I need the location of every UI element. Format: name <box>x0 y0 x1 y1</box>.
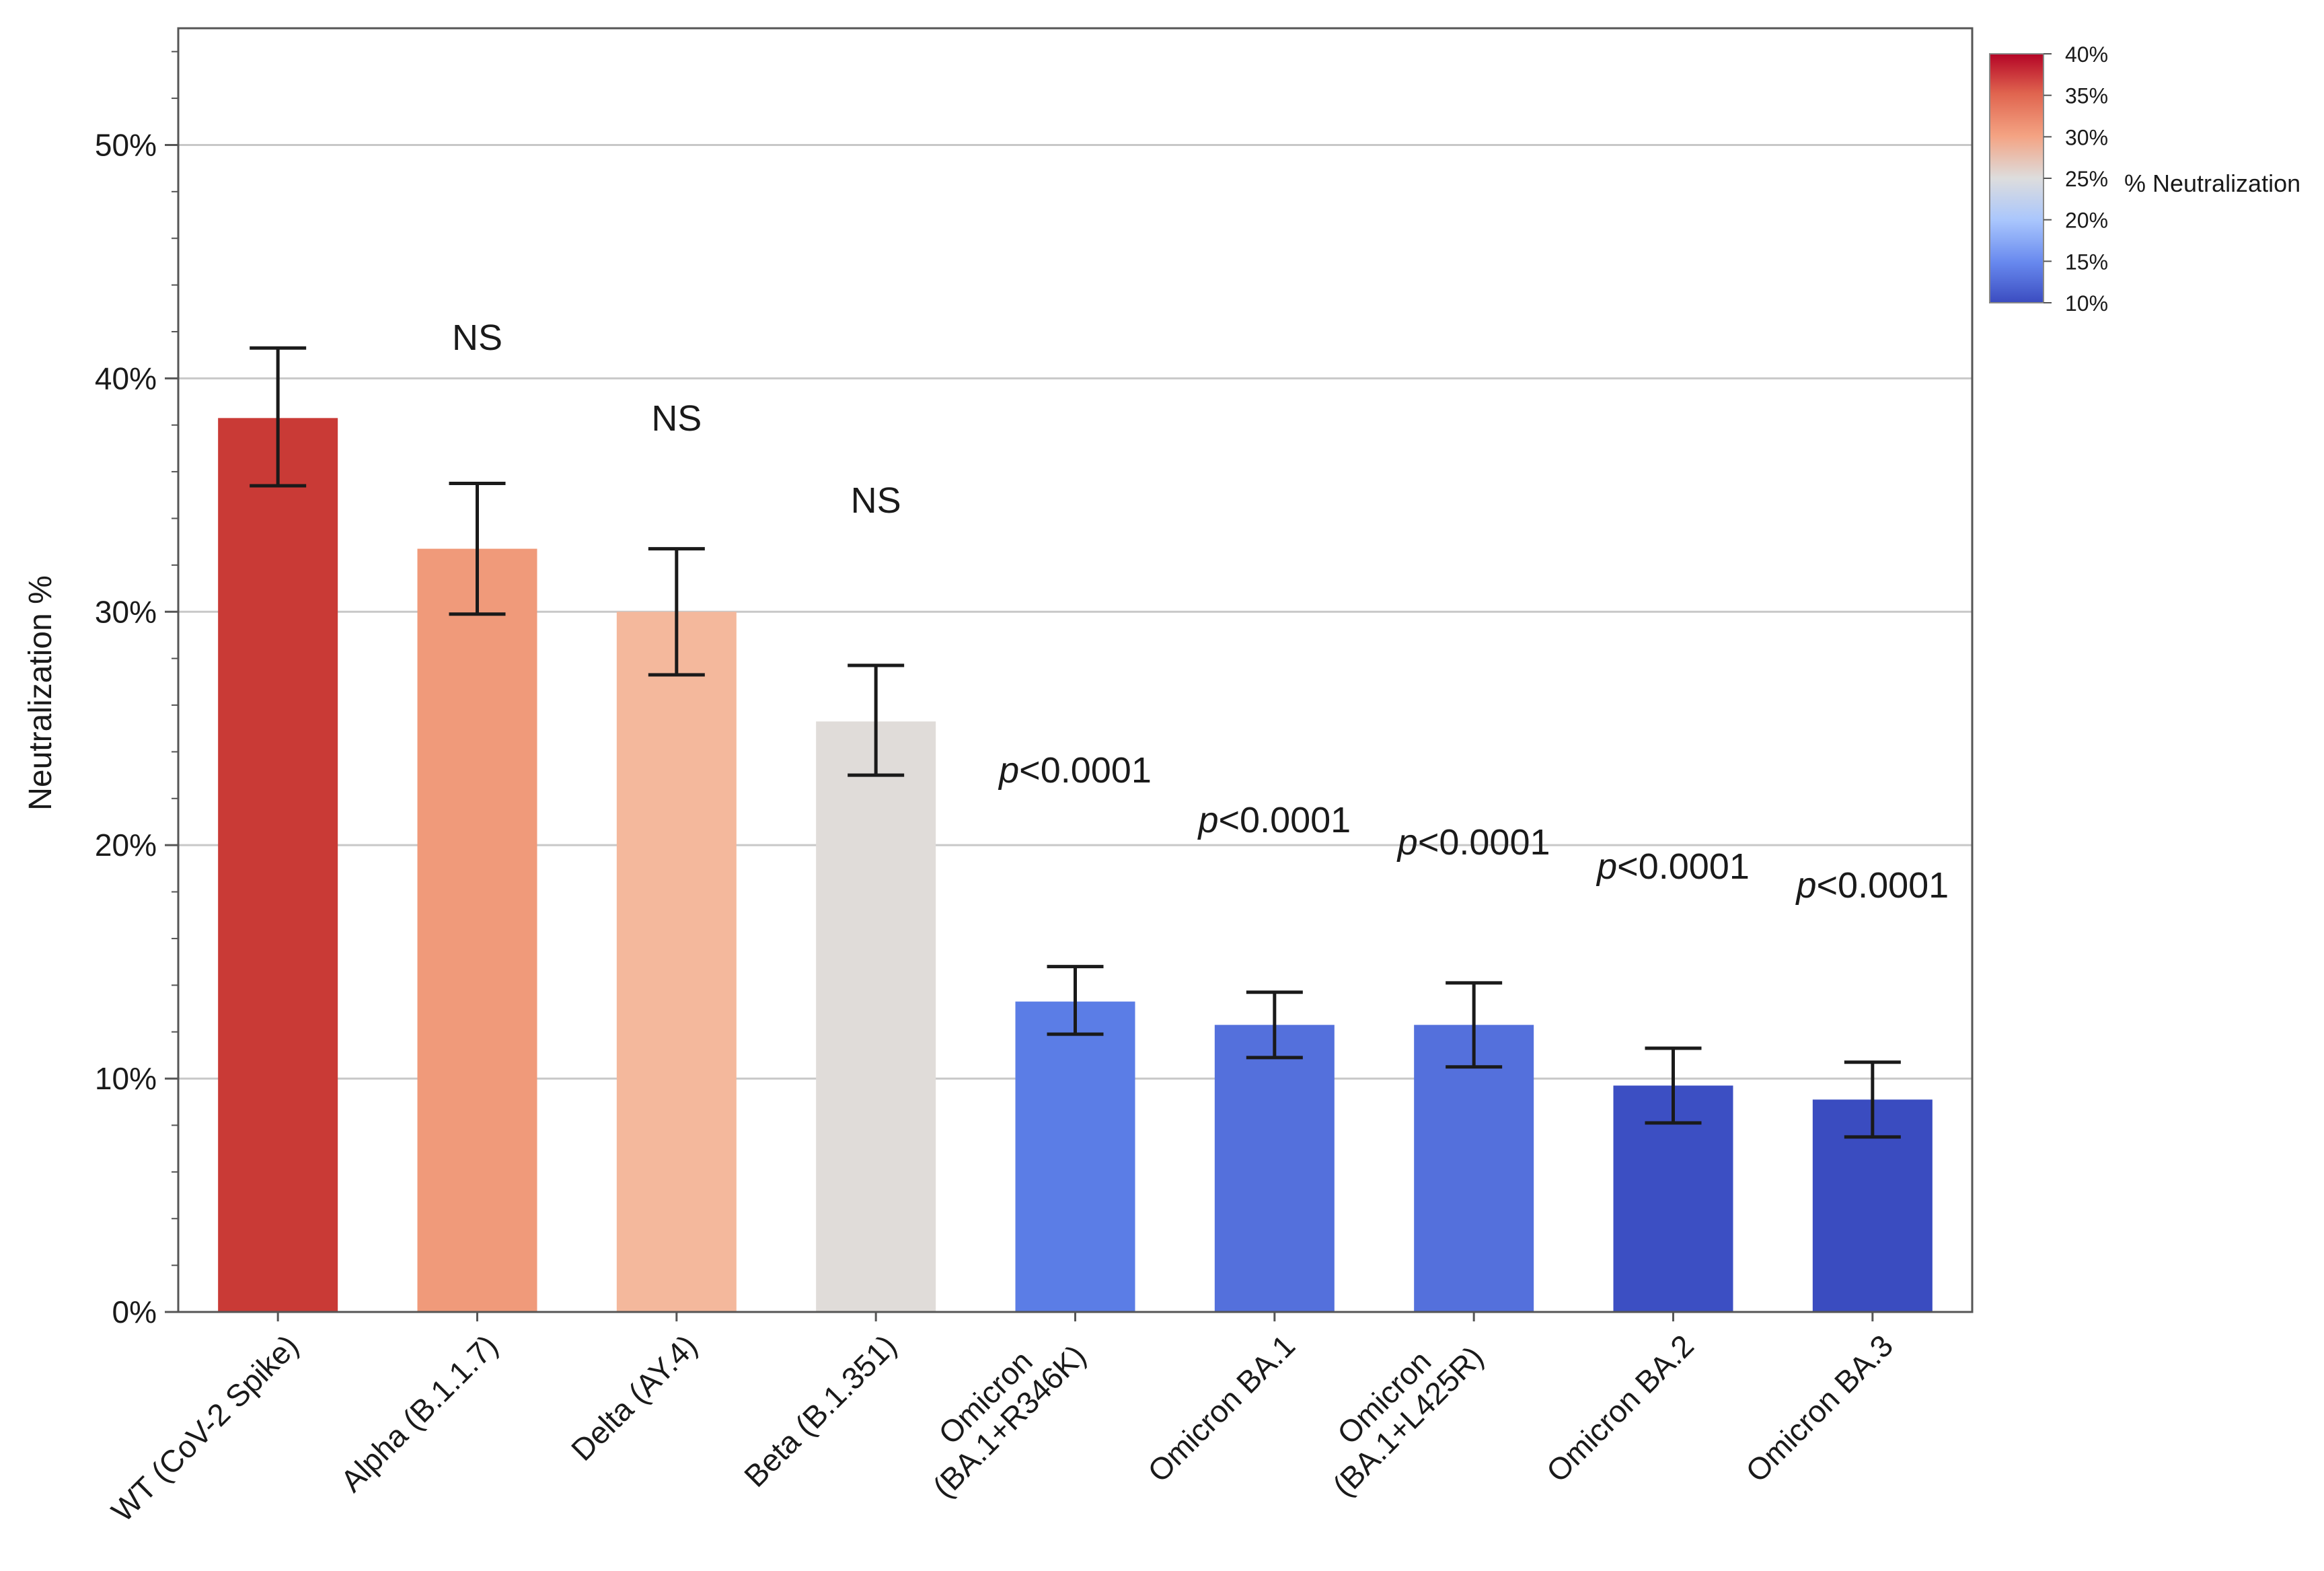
bar <box>816 721 936 1312</box>
error-bar <box>648 547 705 677</box>
x-category-label: Delta (AY.4) <box>564 1328 704 1467</box>
error-bar <box>449 481 506 616</box>
y-tick-label: 40% <box>95 361 157 396</box>
bar <box>1015 1001 1135 1312</box>
y-tick-label: 30% <box>95 594 157 629</box>
colorbar-title: % Neutralization <box>2124 170 2300 197</box>
y-tick-label: 50% <box>95 127 157 162</box>
colorbar-gradient <box>1989 53 2044 303</box>
bars <box>218 418 1933 1313</box>
x-category-label: Omicron(BA.1+L425R) <box>1302 1315 1490 1503</box>
colorbar-tick-label: 10% <box>2065 291 2108 316</box>
x-category-label: Omicron BA.1 <box>1141 1328 1302 1489</box>
significance-label: p<0.0001 <box>998 750 1152 791</box>
error-bar <box>848 663 905 777</box>
colorbar-tick-label: 40% <box>2065 42 2108 67</box>
x-category-label: WT (CoV-2 Spike) <box>104 1328 305 1529</box>
bar <box>616 612 737 1312</box>
bar <box>1214 1025 1335 1312</box>
significance-label: p<0.0001 <box>1197 800 1351 840</box>
colorbar-tick-label: 15% <box>2065 250 2108 274</box>
y-tick-label: 0% <box>112 1294 157 1329</box>
colorbar-tick-label: 30% <box>2065 125 2108 149</box>
x-category-label: Omicron(BA.1+R346K) <box>902 1314 1092 1504</box>
significance-annotations: NS NS NS p<0.0001 p<0.0001 p<0.0001 p<0.0001 p<… <box>452 318 1949 906</box>
error-bars <box>250 346 1901 1139</box>
y-tick-label: 20% <box>95 828 157 863</box>
significance-label: p<0.0001 <box>1396 822 1550 863</box>
significance-label: NS <box>651 398 702 439</box>
significance-label: p<0.0001 <box>1596 846 1750 887</box>
y-axis: 0% 10% 20% 30% 40% 50% <box>95 50 178 1329</box>
error-bar <box>1047 965 1104 1036</box>
bar <box>1414 1025 1534 1312</box>
colorbar-tick-label: 20% <box>2065 209 2108 233</box>
significance-label: NS <box>851 480 901 521</box>
colorbar-tick-label: 25% <box>2065 167 2108 191</box>
x-axis: WT (CoV-2 Spike) Alpha (B.1.1.7) Delta (AY… <box>104 1312 1900 1529</box>
bar <box>417 548 537 1312</box>
significance-label: NS <box>452 318 502 358</box>
x-category-label: Omicron BA.2 <box>1540 1328 1700 1489</box>
colorbar-ticks: 40% 35% 30% 25% 20% 15% 10% <box>2044 42 2108 316</box>
significance-label: p<0.0001 <box>1795 865 1949 906</box>
error-bar <box>1645 1046 1702 1125</box>
colorbar-tick-label: 35% <box>2065 84 2108 108</box>
error-bar <box>1446 981 1503 1069</box>
bar <box>218 418 338 1313</box>
error-bar <box>250 346 307 488</box>
x-category-label: Alpha (B.1.1.7) <box>334 1328 504 1499</box>
y-axis-title: Neutralization % <box>23 575 59 811</box>
error-bar <box>1844 1060 1901 1139</box>
x-category-label: Beta (B.1.351) <box>737 1328 903 1494</box>
error-bar <box>1246 990 1303 1060</box>
x-category-label: Omicron BA.3 <box>1739 1328 1900 1489</box>
y-tick-label: 10% <box>95 1061 157 1096</box>
colorbar-legend: 40% 35% 30% 25% 20% 15% 10% % Neutralization <box>1989 42 2300 316</box>
